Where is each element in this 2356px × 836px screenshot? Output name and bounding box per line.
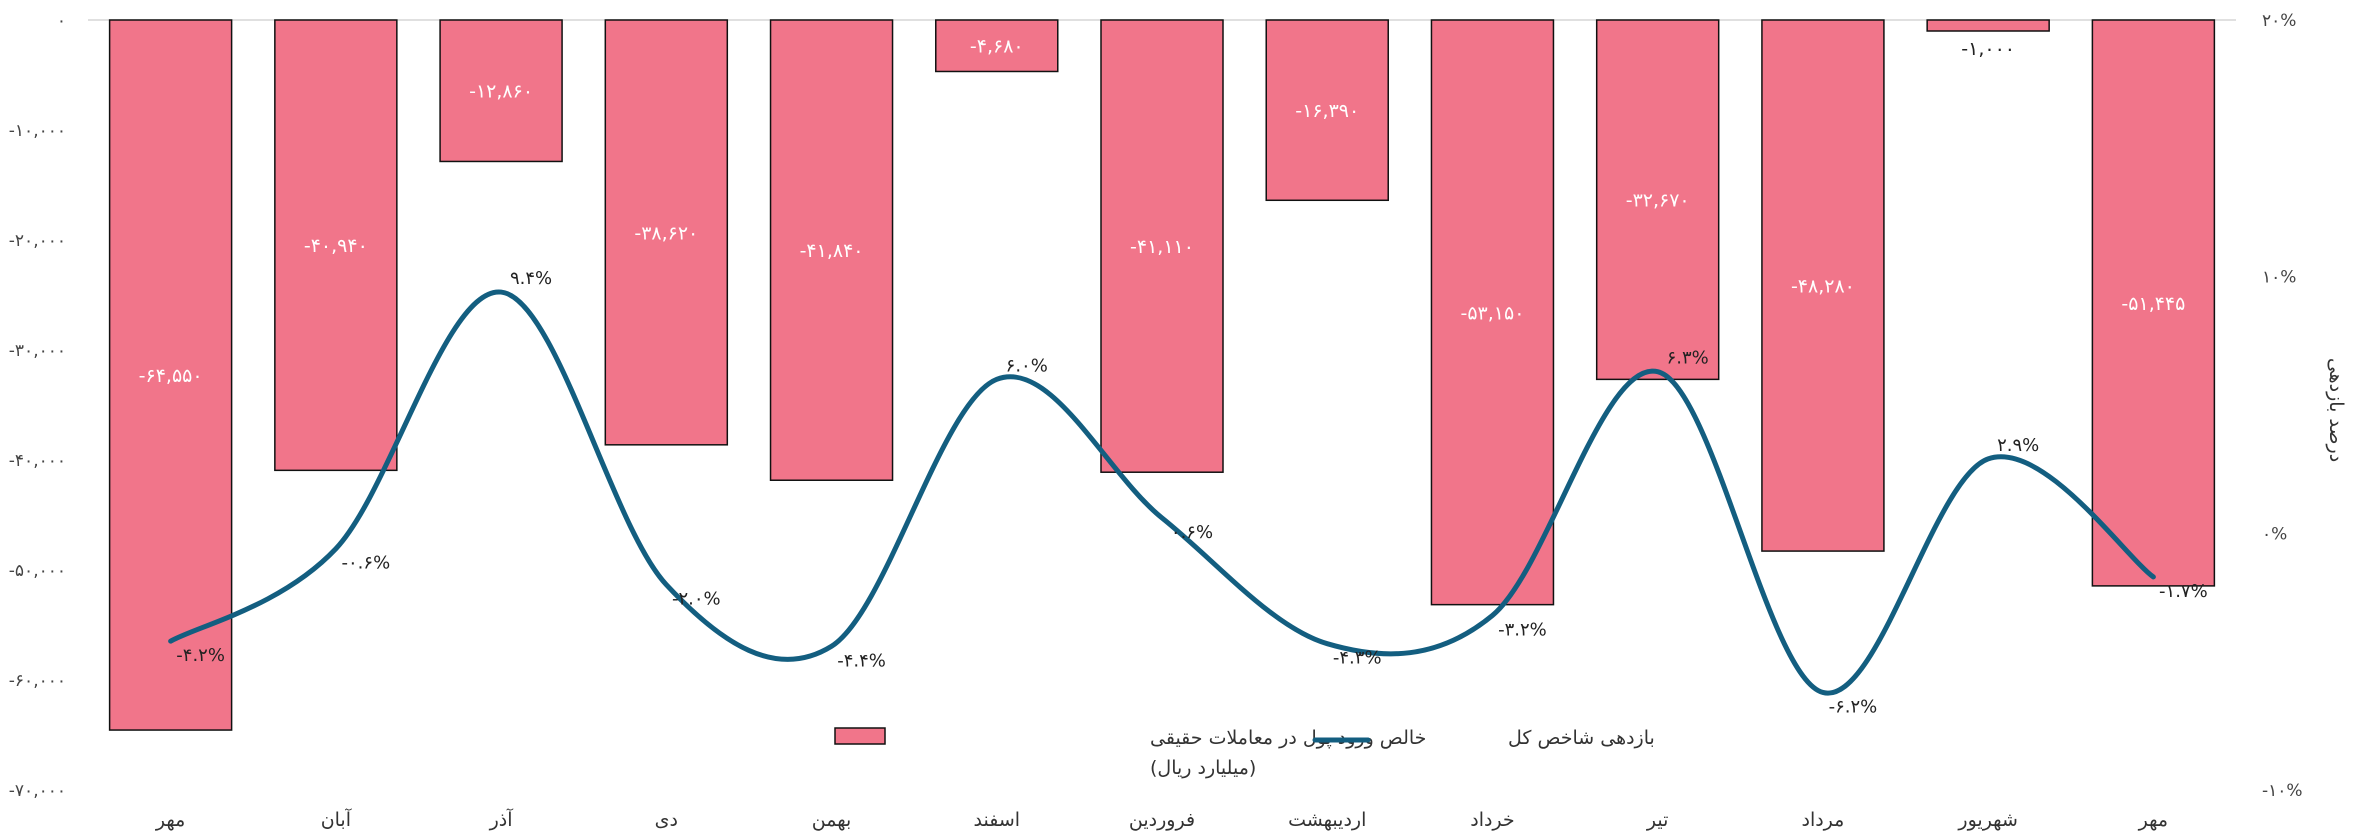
left-axis-tick-1: -۱۰,۰۰۰ (9, 121, 66, 141)
category-label-6: فروردین (1129, 809, 1195, 831)
category-label-8: خرداد (1470, 809, 1514, 831)
line-value-label-1: -۰.۶% (342, 553, 391, 574)
bar-value-label-8: -۵۳,۱۵۰ (1461, 302, 1525, 324)
bar-value-label-11: -۱,۰۰۰ (1961, 38, 2015, 60)
left-axis-tick-0: ۰ (57, 11, 66, 31)
line-value-label-7: -۴.۳% (1333, 648, 1382, 669)
left-axis-tick-6: -۶۰,۰۰۰ (9, 671, 66, 691)
category-label-1: آبان (321, 807, 352, 831)
bar-value-label-2: -۱۲,۸۶۰ (469, 81, 533, 103)
bar-value-label-5: -۴,۶۸۰ (970, 36, 1024, 58)
index-return-line (168, 289, 2156, 696)
bar-10 (1761, 19, 1885, 552)
bar-1 (274, 19, 398, 472)
category-label-7: اردیبهشت (1288, 809, 1366, 831)
right-axis-tick-3: -۱۰% (2262, 781, 2303, 801)
left-axis-tick-5: -۵۰,۰۰۰ (9, 561, 66, 581)
line-value-label-9: ۶.۳% (1667, 348, 1709, 369)
category-label-4: بهمن (812, 809, 852, 831)
bar-5 (935, 19, 1059, 73)
line-value-label-6: ۰.۶% (1171, 522, 1213, 543)
bar-6 (1100, 19, 1224, 473)
bar-value-label-7: -۱۶,۳۹۰ (1295, 100, 1359, 122)
line-layer (168, 289, 2156, 696)
right-axis-tick-0: ۲۰% (2262, 11, 2296, 31)
bar-value-label-9: -۳۲,۶۷۰ (1626, 190, 1690, 212)
category-label-0: مهر (155, 809, 185, 831)
legend-item-bars: خالص ورود پول در معاملات حقیقی (میلیارد … (834, 727, 1426, 779)
bars-layer (108, 19, 2216, 731)
left-axis-tick-4: -۴۰,۰۰۰ (9, 451, 66, 471)
right-axis-tick-2: ۰% (2262, 524, 2287, 544)
bar-value-label-1: -۴۰,۹۴۰ (304, 235, 368, 257)
line-value-label-0: -۴.۲% (176, 645, 225, 666)
right-axis: ۲۰% ۱۰% ۰% -۱۰% (2262, 11, 2303, 801)
line-value-label-8: -۳.۲% (1498, 619, 1547, 640)
line-value-label-5: ۶.۰% (1006, 355, 1048, 376)
line-value-label-3: -۲.۰% (672, 589, 721, 610)
labels-layer: -۶۴,۵۵۰ -۴۰,۹۴۰ -۱۲,۸۶۰ -۳۸,۶۲۰ -۴۱,۸۴۰ -۴,۶۸… (139, 36, 2208, 718)
bar-value-label-10: -۴۸,۲۸۰ (1791, 276, 1855, 298)
bar-12 (2091, 19, 2216, 587)
right-axis-title: درصد بازدهی (2325, 358, 2347, 462)
x-axis: مهر آبان آذر دی بهمن اسفند فروردین اردیبهشت خردا… (155, 807, 2168, 831)
bar-value-label-6: -۴۱,۱۱۰ (1130, 236, 1194, 258)
right-axis-tick-1: ۱۰% (2262, 268, 2296, 288)
left-axis-tick-2: -۲۰,۰۰۰ (9, 231, 66, 251)
legend-label-bars-unit: (میلیارد ریال) (1150, 757, 1256, 779)
line-value-label-12: -۱.۷% (2159, 581, 2208, 602)
line-value-label-4: -۴.۴% (837, 650, 886, 671)
bar-value-label-12: -۵۱,۴۴۵ (2121, 293, 2185, 315)
left-axis-tick-3: -۳۰,۰۰۰ (9, 341, 66, 361)
line-value-label-10: -۶.۲% (1829, 696, 1878, 717)
legend-swatch-bars (834, 727, 886, 745)
category-label-5: اسفند (974, 809, 1021, 831)
bar-8 (1430, 19, 1555, 606)
line-value-label-2: ۹.۴% (510, 268, 552, 289)
bar-0 (108, 19, 233, 731)
legend-label-line: بازدهی شاخص کل (1508, 727, 1655, 749)
line-value-label-11: ۲.۹% (1997, 435, 2039, 456)
bar-3 (604, 19, 729, 446)
bar-9 (1595, 19, 1720, 381)
bar-value-label-0: -۶۴,۵۵۰ (139, 365, 203, 387)
left-axis-tick-7: -۷۰,۰۰۰ (9, 781, 66, 801)
legend-label-bars: خالص ورود پول در معاملات حقیقی (1150, 727, 1426, 749)
category-label-12: مهر (2138, 809, 2168, 831)
bar-2 (439, 19, 563, 163)
category-label-9: تیر (1646, 809, 1669, 831)
category-label-10: مرداد (1801, 809, 1844, 831)
category-label-3: دی (655, 809, 678, 831)
category-label-11: شهریور (1957, 809, 2017, 831)
bar-4 (769, 19, 894, 481)
bar-value-label-3: -۳۸,۶۲۰ (634, 222, 698, 244)
left-axis: ۰ -۱۰,۰۰۰ -۲۰,۰۰۰ -۳۰,۰۰۰ -۴۰,۰۰۰ -۵۰,۰۰۰ -۶۰,… (9, 11, 66, 801)
bar-11 (1926, 19, 2050, 32)
legend-item-line: بازدهی شاخص کل (1312, 727, 1655, 749)
category-label-2: آذر (489, 807, 514, 831)
legend: خالص ورود پول در معاملات حقیقی (میلیارد … (834, 727, 1655, 779)
bar-7 (1265, 19, 1389, 202)
bar-value-label-4: -۴۱,۸۴۰ (800, 240, 864, 262)
